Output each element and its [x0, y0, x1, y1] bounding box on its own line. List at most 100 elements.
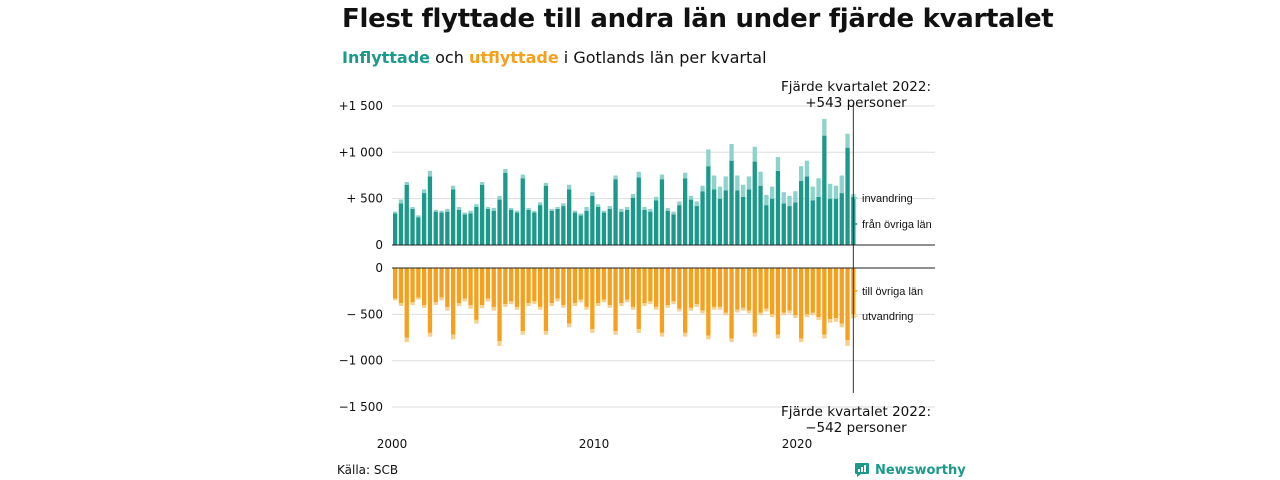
bar-utvandring — [480, 305, 485, 308]
bar-fran-ovriga-lan — [625, 209, 630, 245]
bar-till-ovriga-lan — [758, 268, 763, 313]
bar-utvandring — [764, 308, 769, 312]
subtitle-utflyttade: utflyttade — [468, 48, 559, 67]
bar-fran-ovriga-lan — [630, 197, 636, 245]
bar-fran-ovriga-lan — [671, 214, 676, 245]
bar-invandring — [567, 184, 572, 190]
bar-utvandring — [427, 332, 433, 337]
bar-till-ovriga-lan — [810, 268, 815, 313]
bar-till-ovriga-lan — [561, 268, 566, 306]
bar-till-ovriga-lan — [491, 268, 496, 307]
bar-utvandring — [619, 303, 624, 307]
bar-utvandring — [613, 331, 618, 335]
bar-fran-ovriga-lan — [456, 209, 462, 245]
bar-till-ovriga-lan — [712, 268, 717, 307]
bar-invandring — [735, 175, 740, 191]
newsworthy-icon — [855, 463, 869, 477]
bar-till-ovriga-lan — [468, 268, 473, 306]
bar-invandring — [828, 183, 833, 199]
bar-utvandring — [845, 340, 850, 346]
bar-till-ovriga-lan — [439, 268, 444, 298]
bar-fran-ovriga-lan — [497, 199, 502, 245]
bar-utvandring — [520, 331, 525, 335]
bar-invandring — [590, 192, 595, 196]
bar-invandring — [787, 195, 792, 207]
migration-chart: 0 + 500 +1 000 +1 500 0 − 500 −1 000 −1 500 20… — [339, 79, 935, 451]
bar-invandring — [503, 168, 508, 173]
bar-till-ovriga-lan — [543, 268, 549, 332]
bar-till-ovriga-lan — [619, 268, 624, 304]
chart-subtitle: Inflyttade och utflyttade i Gotlands län… — [342, 48, 767, 67]
bar-utvandring — [393, 298, 398, 301]
bar-utvandring — [683, 332, 688, 337]
bar-utvandring — [410, 302, 415, 306]
bar-fran-ovriga-lan — [485, 208, 491, 245]
bar-invandring — [688, 195, 694, 200]
bar-fran-ovriga-lan — [427, 176, 433, 245]
bar-invandring — [729, 143, 734, 161]
bar-utvandring — [758, 312, 763, 316]
bar-utvandring — [694, 304, 699, 307]
bar-till-ovriga-lan — [828, 268, 833, 319]
bar-invandring — [445, 208, 450, 212]
bar-invandring — [636, 171, 641, 178]
bar-till-ovriga-lan — [775, 268, 781, 335]
bar-fran-ovriga-lan — [717, 198, 723, 245]
bar-invandring — [613, 175, 618, 180]
bar-invandring — [601, 210, 607, 213]
bar-fran-ovriga-lan — [468, 213, 473, 245]
bar-utvandring — [474, 319, 479, 324]
bar-fran-ovriga-lan — [404, 184, 409, 245]
bar-fran-ovriga-lan — [601, 212, 607, 245]
bar-fran-ovriga-lan — [503, 172, 508, 245]
bar-utvandring — [503, 304, 508, 307]
bar-utvandring — [741, 307, 746, 311]
bar-utvandring — [700, 310, 705, 314]
bar-utvandring — [462, 298, 467, 302]
bar-till-ovriga-lan — [567, 268, 572, 324]
bar-fran-ovriga-lan — [474, 206, 479, 245]
bar-invandring — [433, 209, 438, 212]
bar-till-ovriga-lan — [613, 268, 618, 332]
bar-utvandring — [787, 310, 792, 314]
subtitle-och: och — [435, 48, 464, 67]
bar-till-ovriga-lan — [596, 268, 601, 304]
bar-invandring — [393, 211, 398, 214]
bar-utvandring — [526, 303, 531, 307]
bar-till-ovriga-lan — [503, 268, 508, 305]
bar-till-ovriga-lan — [462, 268, 467, 299]
bar-invandring — [648, 208, 653, 212]
bar-utvandring — [555, 298, 560, 302]
bar-invandring — [665, 207, 670, 211]
bar-fran-ovriga-lan — [688, 199, 694, 245]
bar-invandring — [584, 206, 589, 211]
bar-invandring — [625, 206, 630, 210]
bar-utvandring — [485, 298, 491, 302]
bar-till-ovriga-lan — [833, 268, 839, 319]
bar-utvandring — [538, 306, 543, 310]
bar-invandring — [630, 194, 636, 198]
bar-invandring — [741, 184, 746, 197]
bar-till-ovriga-lan — [659, 268, 665, 333]
bar-utvandring — [578, 299, 583, 303]
bar-utvandring — [712, 306, 717, 310]
bar-invandring — [671, 211, 676, 215]
bar-fran-ovriga-lan — [659, 179, 665, 245]
bar-utvandring — [735, 309, 740, 313]
bar-fran-ovriga-lan — [520, 178, 525, 245]
bar-invandring — [781, 192, 786, 204]
bar-utvandring — [746, 310, 752, 314]
bar-invandring — [845, 133, 850, 148]
bar-fran-ovriga-lan — [532, 212, 537, 245]
bottom-grid: 0 − 500 −1 000 −1 500 — [339, 261, 935, 414]
bar-till-ovriga-lan — [451, 268, 456, 335]
bar-utvandring — [398, 303, 404, 307]
bar-fran-ovriga-lan — [799, 181, 804, 245]
bar-utvandring — [677, 308, 682, 312]
bar-till-ovriga-lan — [717, 268, 723, 307]
bar-invandring — [758, 171, 763, 186]
bar-invandring — [485, 206, 491, 209]
end-labels: Fjärde kvartalet 2022:+543 personerFjärd… — [781, 79, 932, 436]
bar-invandring — [422, 189, 427, 194]
bar-utvandring — [648, 301, 653, 305]
